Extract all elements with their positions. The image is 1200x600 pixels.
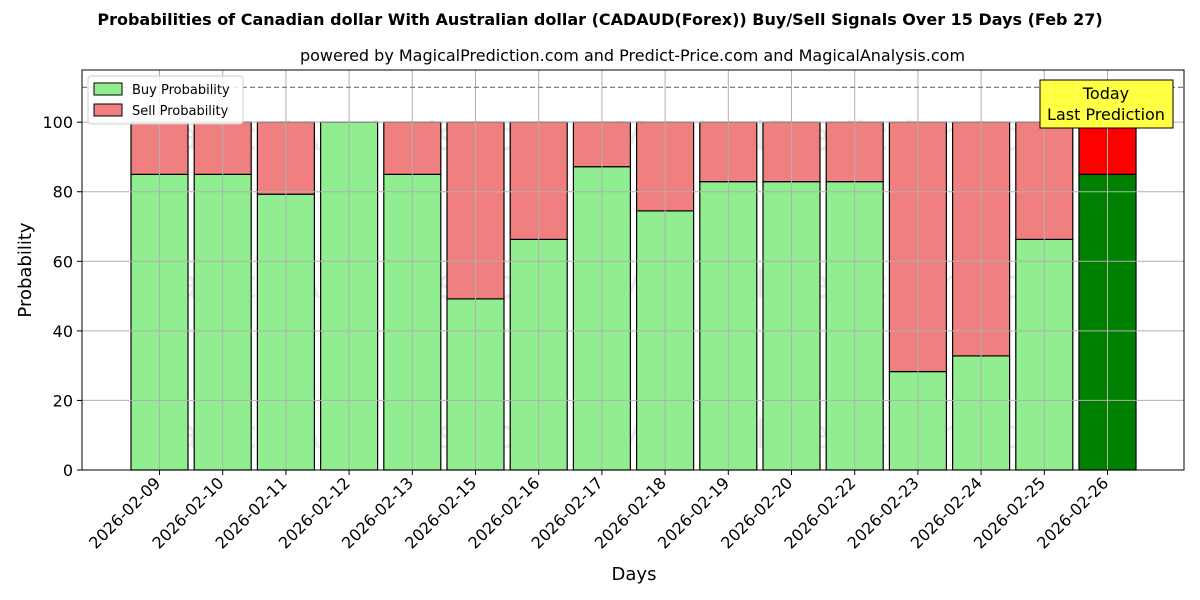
legend-label-buy: Buy Probability: [132, 83, 230, 98]
legend-swatch-buy: [93, 82, 123, 96]
plot-frame: [81, 69, 1185, 471]
x-axis-label: Days: [612, 564, 657, 585]
y-tick-label: 40: [53, 322, 73, 341]
legend-swatch-sell: [93, 103, 123, 117]
y-axis-label: Probability: [15, 222, 36, 317]
legend-box: [87, 75, 244, 125]
today-annotation-line1: Today: [1082, 84, 1129, 103]
y-tick-label: 80: [53, 183, 73, 202]
y-tick-label: 100: [42, 113, 73, 132]
chart-title: Probabilities of Canadian dollar With Au…: [97, 10, 1103, 29]
today-annotation-box: [1039, 79, 1174, 129]
today-annotation-line2: Last Prediction: [1047, 105, 1165, 124]
chart-subtitle: powered by MagicalPrediction.com and Pre…: [299, 46, 966, 65]
legend-label-sell: Sell Probability: [132, 104, 229, 119]
y-tick-label: 60: [53, 252, 73, 271]
y-tick-label: 0: [63, 461, 73, 480]
y-tick-label: 20: [53, 391, 73, 410]
